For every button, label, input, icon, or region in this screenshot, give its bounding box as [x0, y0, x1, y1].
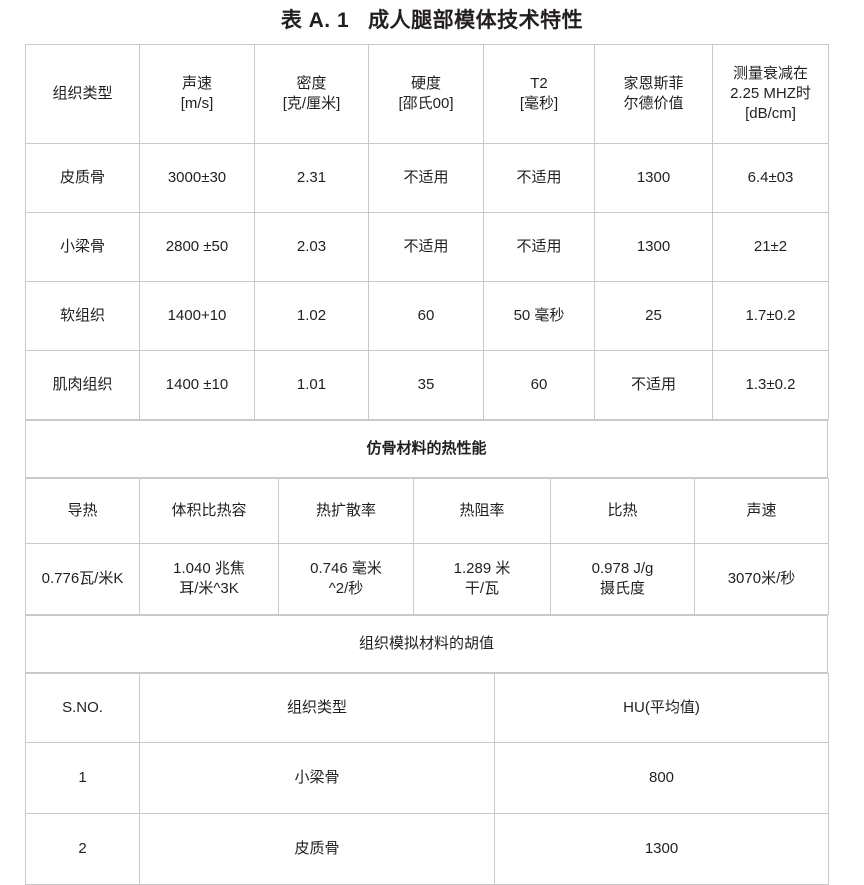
- table3-cell: 1: [25, 742, 140, 815]
- table3-header-cell: HU(平均值): [494, 673, 829, 744]
- table1-cell: 1.3±0.2: [712, 350, 829, 421]
- table2-cell: 3070米/秒: [694, 543, 829, 616]
- table-tissue-mimicking-hu-values: S.NO. 组织类型 HU(平均值) 1 小梁骨 800 2 皮质骨 1300: [25, 673, 829, 885]
- table2-header-cell: 声速: [694, 478, 829, 545]
- table2-header-cell: 热扩散率: [278, 478, 414, 545]
- section-label-row: 组织模拟材料的胡值: [25, 615, 828, 674]
- table1-header-cell: T2 [毫秒]: [483, 44, 595, 145]
- table1-cell: 1.7±0.2: [712, 281, 829, 352]
- table1-cell: 21±2: [712, 212, 829, 283]
- table1-cell: 小梁骨: [25, 212, 140, 283]
- table1-cell: 不适用: [483, 212, 595, 283]
- table2-header-cell: 体积比热容: [139, 478, 279, 545]
- table3-header-cell: 组织类型: [139, 673, 495, 744]
- table1-cell: 25: [594, 281, 713, 352]
- table2-header-cell: 热阻率: [413, 478, 551, 545]
- table2-cell: 1.289 米 干/瓦: [413, 543, 551, 616]
- table2-cell: 0.746 毫米 ^2/秒: [278, 543, 414, 616]
- table1-cell: 2800 ±50: [139, 212, 255, 283]
- table3-header-cell: S.NO.: [25, 673, 140, 744]
- table3-wrapper: S.NO. 组织类型 HU(平均值) 1 小梁骨 800 2 皮质骨 1300: [25, 673, 829, 885]
- table2-wrapper: 导热 体积比热容 热扩散率 热阻率 比热 声速 0.776瓦/米K 1.040 …: [25, 478, 829, 616]
- table1-cell: 1400+10: [139, 281, 255, 352]
- table1-header-cell: 密度 [克/厘米]: [254, 44, 369, 145]
- page-title: 表 A. 1 成人腿部模体技术特性: [280, 9, 584, 32]
- table3-cell: 800: [494, 742, 829, 815]
- table2-header-row: 导热 体积比热容 热扩散率 热阻率 比热 声速: [25, 478, 829, 545]
- table-row: 小梁骨 2800 ±50 2.03 不适用 不适用 1300 21±2: [25, 212, 829, 283]
- table1-cell: 2.03: [254, 212, 369, 283]
- table1-cell: 不适用: [483, 143, 595, 214]
- table1-cell: 软组织: [25, 281, 140, 352]
- table2-cell: 0.978 J/g 摄氏度: [550, 543, 695, 616]
- table1-cell: 不适用: [368, 212, 484, 283]
- section2-label: 仿骨材料的热性能: [25, 420, 828, 479]
- table1-cell: 1300: [594, 212, 713, 283]
- section3-label-table: 组织模拟材料的胡值: [25, 615, 828, 674]
- table1-cell: 1400 ±10: [139, 350, 255, 421]
- table2-cell: 1.040 兆焦 耳/米^3K: [139, 543, 279, 616]
- table3-cell: 皮质骨: [139, 813, 495, 885]
- table2-header-cell: 导热: [25, 478, 140, 545]
- table-row: 肌肉组织 1400 ±10 1.01 35 60 不适用 1.3±0.2: [25, 350, 829, 421]
- table1-cell: 6.4±03: [712, 143, 829, 214]
- table1-cell: 皮质骨: [25, 143, 140, 214]
- table1-cell: 1.01: [254, 350, 369, 421]
- section-label-row: 仿骨材料的热性能: [25, 420, 828, 479]
- table1-cell: 2.31: [254, 143, 369, 214]
- table-row: 皮质骨 3000±30 2.31 不适用 不适用 1300 6.4±03: [25, 143, 829, 214]
- section2-label-table: 仿骨材料的热性能: [25, 420, 828, 479]
- table1-cell: 50 毫秒: [483, 281, 595, 352]
- table1-cell: 肌肉组织: [25, 350, 140, 421]
- table1-cell: 60: [368, 281, 484, 352]
- table2-header-cell: 比热: [550, 478, 695, 545]
- table1-cell: 1300: [594, 143, 713, 214]
- document-page: 表 A. 1 成人腿部模体技术特性 组织类型 声速 [m/s] 密度 [克/厘米…: [25, 9, 829, 885]
- table3-cell: 1300: [494, 813, 829, 885]
- table-bone-mimicking-thermal-properties: 导热 体积比热容 热扩散率 热阻率 比热 声速 0.776瓦/米K 1.040 …: [25, 478, 829, 616]
- table-row: 软组织 1400+10 1.02 60 50 毫秒 25 1.7±0.2: [25, 281, 829, 352]
- table3-cell: 小梁骨: [139, 742, 495, 815]
- table1-cell: 不适用: [594, 350, 713, 421]
- table1-header-cell: 硬度 [邵氏00]: [368, 44, 484, 145]
- table1-cell: 60: [483, 350, 595, 421]
- table3-cell: 2: [25, 813, 140, 885]
- table1-wrapper: 组织类型 声速 [m/s] 密度 [克/厘米] 硬度 [邵氏00] T2 [毫秒…: [25, 44, 829, 421]
- table-adult-leg-phantom-properties: 组织类型 声速 [m/s] 密度 [克/厘米] 硬度 [邵氏00] T2 [毫秒…: [25, 44, 829, 421]
- table1-header-cell: 组织类型: [25, 44, 140, 145]
- table-row: 2 皮质骨 1300: [25, 813, 829, 885]
- section3-label: 组织模拟材料的胡值: [25, 615, 828, 674]
- table1-header-cell: 测量衰减在 2.25 MHZ时 [dB/cm]: [712, 44, 829, 145]
- table1-header-row: 组织类型 声速 [m/s] 密度 [克/厘米] 硬度 [邵氏00] T2 [毫秒…: [25, 44, 829, 145]
- table1-cell: 35: [368, 350, 484, 421]
- table-row: 0.776瓦/米K 1.040 兆焦 耳/米^3K 0.746 毫米 ^2/秒 …: [25, 543, 829, 616]
- table1-cell: 不适用: [368, 143, 484, 214]
- table1-header-cell: 家恩斯菲 尔德价值: [594, 44, 713, 145]
- table-row: 1 小梁骨 800: [25, 742, 829, 815]
- section2-wrapper: 仿骨材料的热性能: [25, 420, 828, 479]
- table2-cell: 0.776瓦/米K: [25, 543, 140, 616]
- section3-wrapper: 组织模拟材料的胡值: [25, 615, 828, 674]
- table1-cell: 1.02: [254, 281, 369, 352]
- table1-header-cell: 声速 [m/s]: [139, 44, 255, 145]
- table1-cell: 3000±30: [139, 143, 255, 214]
- table3-header-row: S.NO. 组织类型 HU(平均值): [25, 673, 829, 744]
